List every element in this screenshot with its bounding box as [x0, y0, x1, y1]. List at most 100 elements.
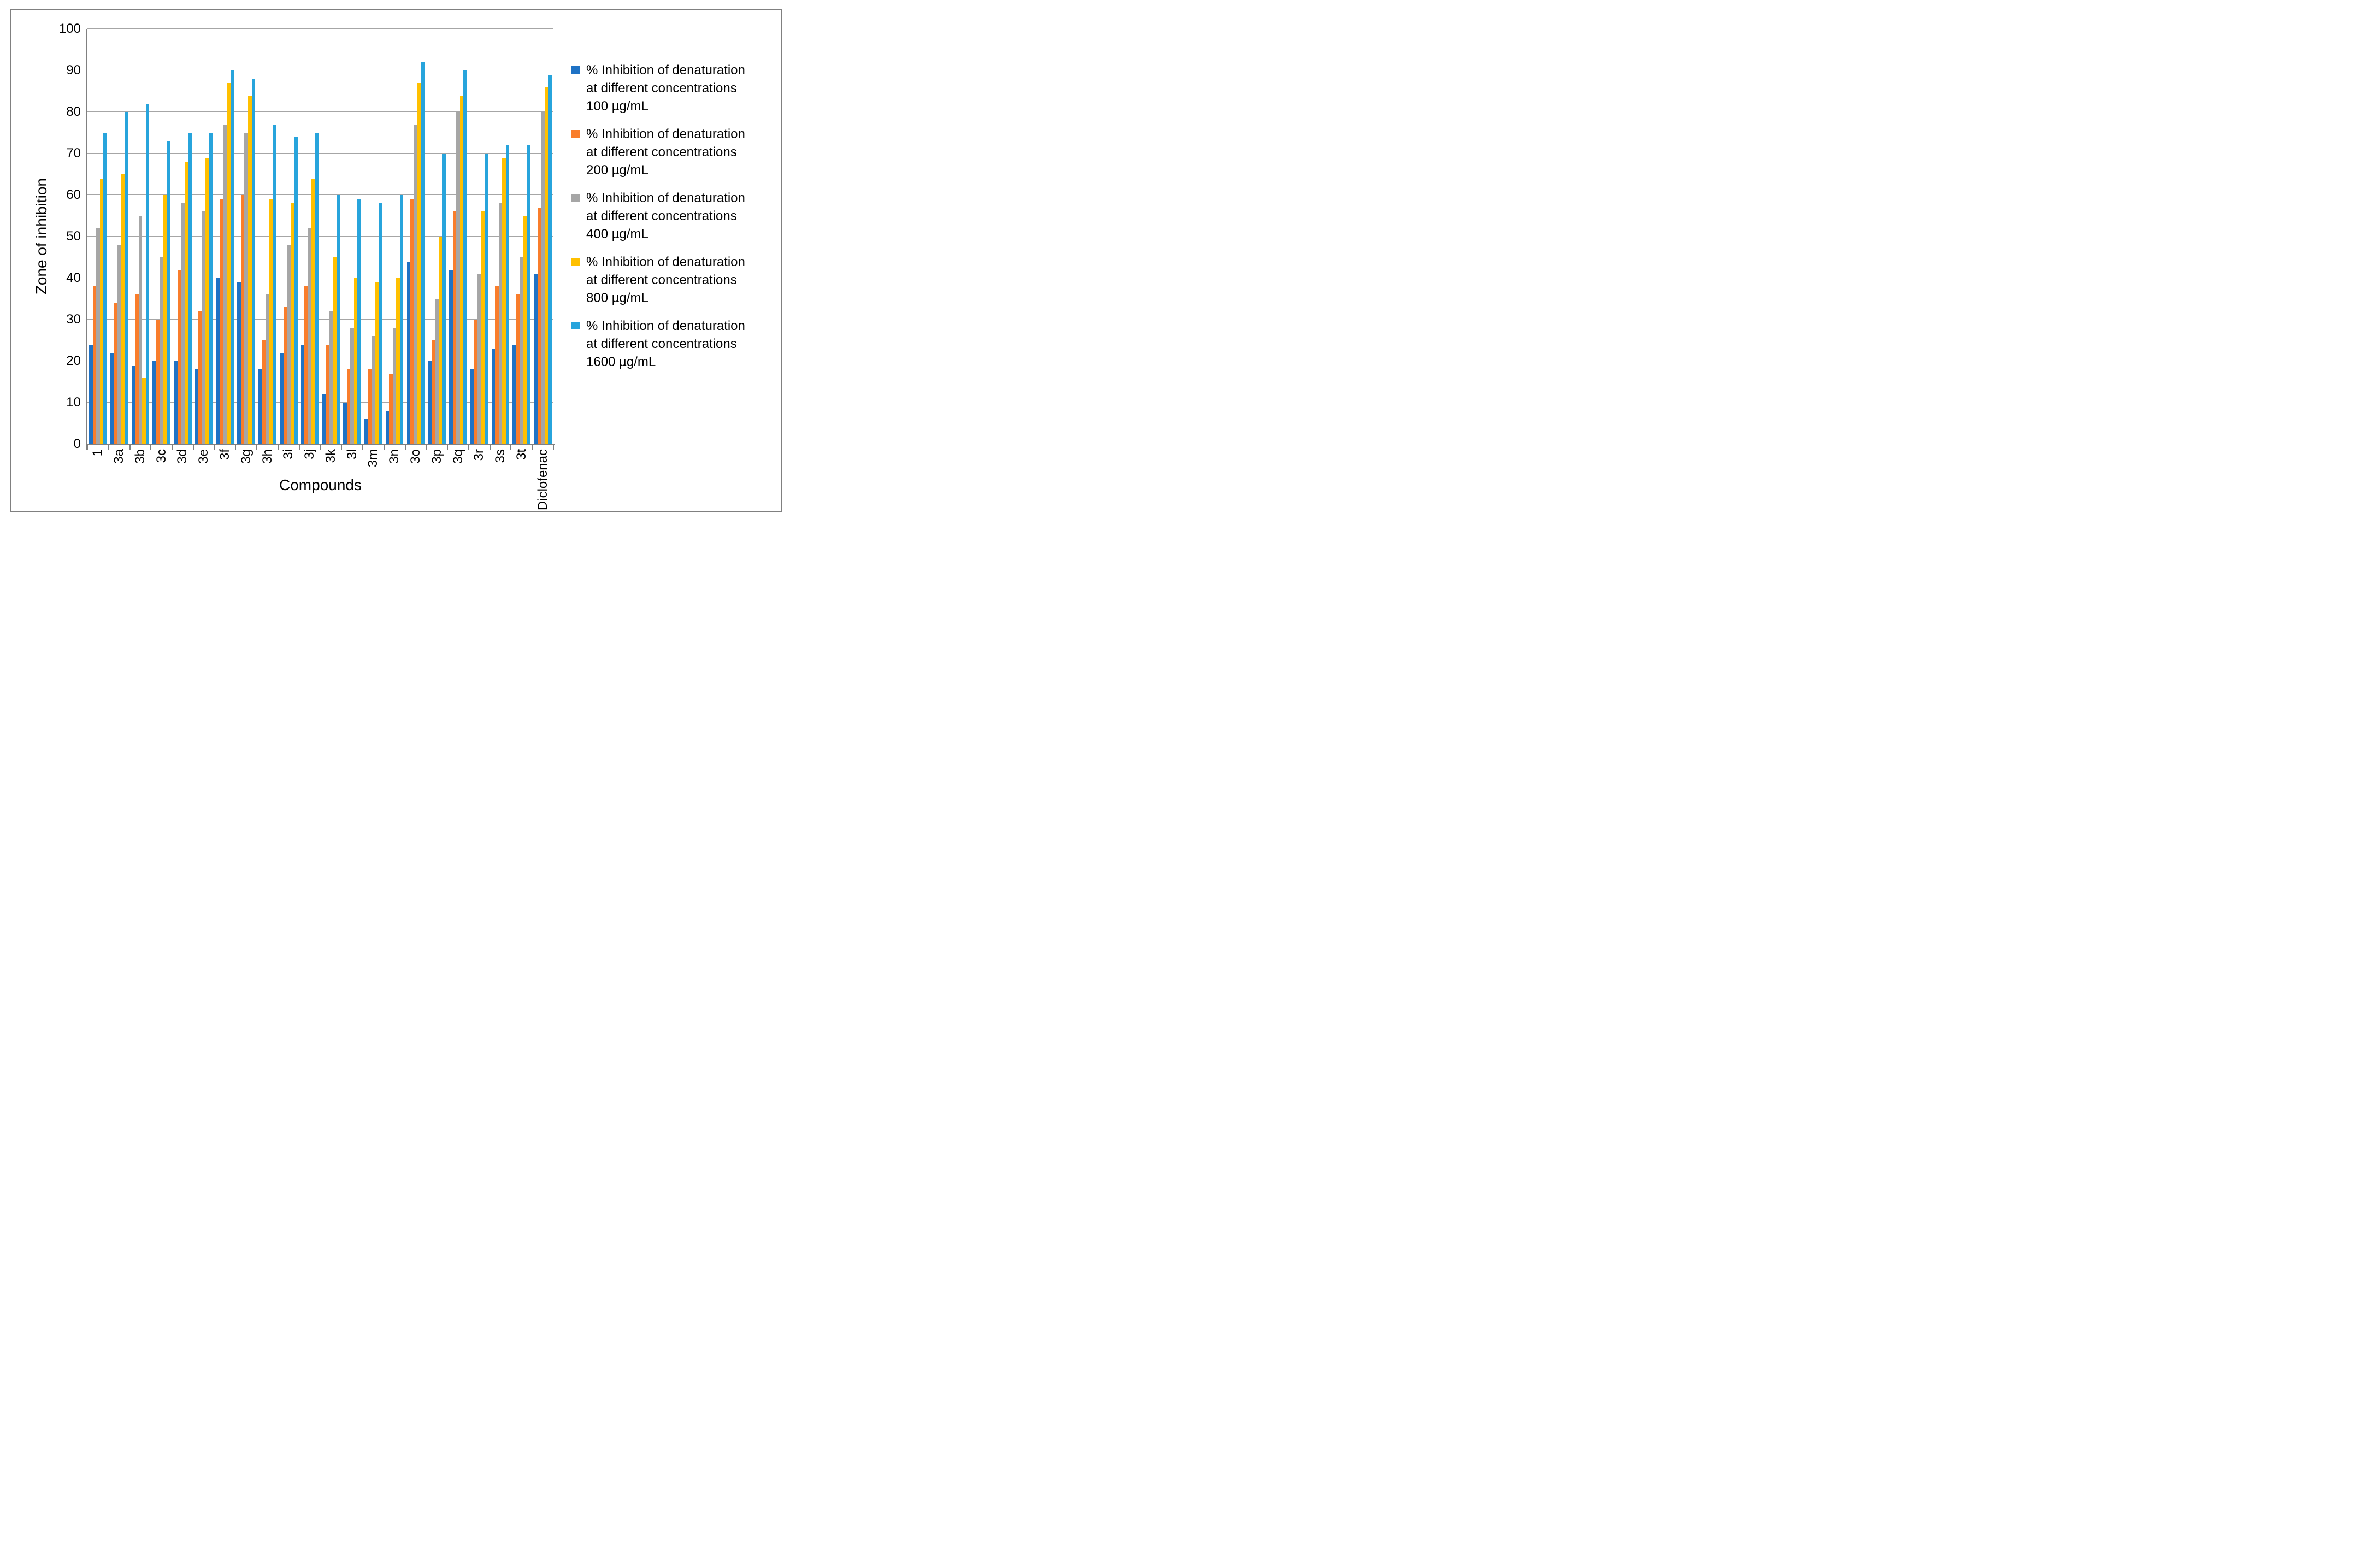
x-axis-tick-marks [87, 445, 554, 450]
y-axis-title-wrap: Zone of inhibition [31, 29, 52, 444]
bar-pack [152, 29, 170, 444]
x-tick-mark [362, 445, 364, 450]
bar [230, 70, 234, 444]
x-tick-label-1: 1 [90, 449, 105, 457]
bar [379, 203, 382, 444]
bar-group-3i [278, 29, 299, 444]
bar [103, 133, 107, 444]
y-tick-label-10: 10 [66, 395, 81, 410]
bar [89, 344, 93, 444]
bar-pack [89, 29, 107, 444]
y-axis-title: Zone of inhibition [33, 178, 50, 295]
x-tick-mark [214, 445, 215, 450]
gridline-50 [87, 236, 553, 237]
x-tick-label-3k: 3k [323, 449, 338, 463]
bar [121, 174, 125, 444]
legend: % Inhibition of denaturation at differen… [571, 61, 774, 371]
bar-group-3j [299, 29, 321, 444]
x-tick-label-3a: 3a [111, 449, 127, 464]
bar [138, 216, 143, 444]
x-tick-label-3g: 3g [238, 449, 253, 464]
x-tick-label-3e: 3e [196, 449, 211, 464]
bar-group-3b [130, 29, 151, 444]
bar-group-3r [469, 29, 490, 444]
gridline-80 [87, 111, 553, 112]
x-tick-label-3t: 3t [514, 449, 529, 461]
x-tick-mark [426, 445, 427, 450]
bar-pack [406, 29, 425, 444]
bar [160, 257, 163, 444]
x-tick-label-3q: 3q [450, 449, 465, 464]
bar [273, 124, 276, 444]
x-tick-label-3h: 3h [260, 449, 275, 464]
bar-group-3s [490, 29, 511, 444]
bar [237, 282, 241, 444]
gridline-10 [87, 402, 553, 403]
bar-pack [174, 29, 192, 444]
bar-pack [385, 29, 404, 444]
x-tick-label-3m: 3m [365, 449, 381, 468]
x-tick-label-3b: 3b [132, 449, 148, 464]
bar-pack [491, 29, 510, 444]
x-tick-label-3c: 3c [154, 449, 169, 463]
bar [364, 419, 368, 444]
bar [290, 203, 294, 444]
bar [502, 157, 506, 444]
bar [333, 257, 337, 444]
bar [266, 294, 269, 444]
x-tick-mark [447, 445, 449, 450]
bar [262, 340, 266, 444]
bar-pack [343, 29, 361, 444]
x-tick-mark [108, 445, 109, 450]
y-tick-label-20: 20 [66, 353, 81, 368]
x-tick-mark [172, 445, 173, 450]
bar [92, 286, 97, 444]
bar [353, 278, 358, 444]
bar [385, 411, 390, 444]
legend-item-5: % Inhibition of denaturation at differen… [571, 317, 774, 371]
bar [417, 82, 421, 444]
bar-pack [322, 29, 340, 444]
bar-group-3k [320, 29, 341, 444]
bar-group-3p [426, 29, 447, 444]
y-axis-line [86, 29, 87, 450]
bar [438, 237, 443, 444]
x-tick-mark [553, 445, 554, 450]
bar [114, 303, 117, 444]
bar [287, 245, 291, 444]
bar-group-3f [215, 29, 236, 444]
legend-swatch-icon [571, 66, 580, 74]
legend-label: % Inhibition of denaturation at differen… [586, 127, 745, 178]
bar [477, 274, 481, 444]
y-tick-label-80: 80 [66, 104, 81, 119]
bar-group-3n [384, 29, 405, 444]
bar [283, 307, 287, 444]
bar [431, 340, 435, 444]
bar [329, 311, 333, 444]
bar [396, 278, 400, 444]
bar [244, 133, 248, 444]
bar [421, 62, 425, 444]
bar [300, 344, 305, 444]
bar [541, 112, 545, 444]
bar-group-3o [405, 29, 426, 444]
bar [163, 195, 167, 444]
legend-item-4: % Inhibition of denaturation at differen… [571, 253, 774, 307]
bar [216, 278, 220, 444]
bar-pack [279, 29, 298, 444]
legend-item-1: % Inhibition of denaturation at differen… [571, 61, 774, 115]
chart-canvas: 0 10 20 30 40 50 60 70 80 90 100 1 3a 3b 3c 3d 3e 3f 3g 3h… [0, 0, 792, 523]
legend-label: % Inhibition of denaturation at differen… [586, 319, 745, 369]
x-tick-label-3l: 3l [344, 449, 359, 459]
bar [248, 95, 252, 444]
bar [516, 294, 520, 444]
bar [523, 216, 527, 444]
bar-pack [300, 29, 319, 444]
bar [484, 154, 488, 444]
bar-group-3h [257, 29, 278, 444]
y-tick-label-60: 60 [66, 187, 81, 202]
bar [459, 95, 464, 444]
y-axis-tick-labels: 0 10 20 30 40 50 60 70 80 90 100 [0, 22, 81, 451]
bar [188, 133, 192, 444]
bar [481, 211, 485, 444]
